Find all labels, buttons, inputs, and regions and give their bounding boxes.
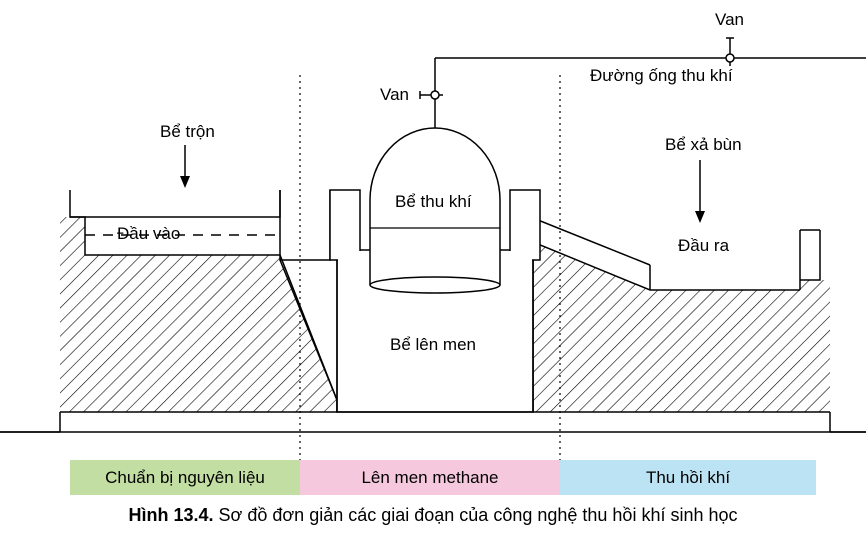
label-inlet: Đầu vào: [117, 224, 180, 244]
label-van2: Van: [715, 10, 744, 30]
label-pipe: Đường ống thu khí: [590, 66, 733, 86]
valve-1: [420, 91, 443, 99]
diagram-container: Van Van Đường ống thu khí Bể trộn Bể xả …: [0, 0, 866, 543]
figure-number: Hình 13.4.: [129, 505, 214, 525]
fermenter-left-collar: [330, 190, 360, 260]
label-mix-tank: Bể trộn: [160, 122, 215, 142]
left-tank-wall: [70, 190, 280, 217]
soil-left: [60, 217, 337, 412]
figure-text: Sơ đồ đơn giản các giai đoạn của công ng…: [214, 505, 738, 525]
mix-box-outline: [280, 190, 330, 260]
arrow-mix-tank: [180, 145, 190, 188]
label-outlet: Đầu ra: [678, 236, 729, 256]
label-van1: Van: [380, 85, 409, 105]
label-ferment-chamber: Bể lên men: [390, 335, 476, 355]
arrow-sludge-tank: [695, 160, 705, 223]
figure-caption: Hình 13.4. Sơ đồ đơn giản các giai đoạn …: [0, 505, 866, 526]
label-gas-chamber: Bể thu khí: [395, 192, 472, 212]
stage-box: Lên men methane: [300, 460, 560, 495]
soil-right: [533, 242, 830, 412]
outlet-right-outer-wall: [800, 230, 820, 280]
valve-2: [726, 38, 734, 66]
label-sludge-tank: Bể xả bùn: [665, 135, 742, 155]
fermenter-right-collar: [510, 190, 540, 260]
stage-box: Thu hồi khí: [560, 460, 816, 495]
stage-box: Chuẩn bị nguyên liệu: [70, 460, 300, 495]
